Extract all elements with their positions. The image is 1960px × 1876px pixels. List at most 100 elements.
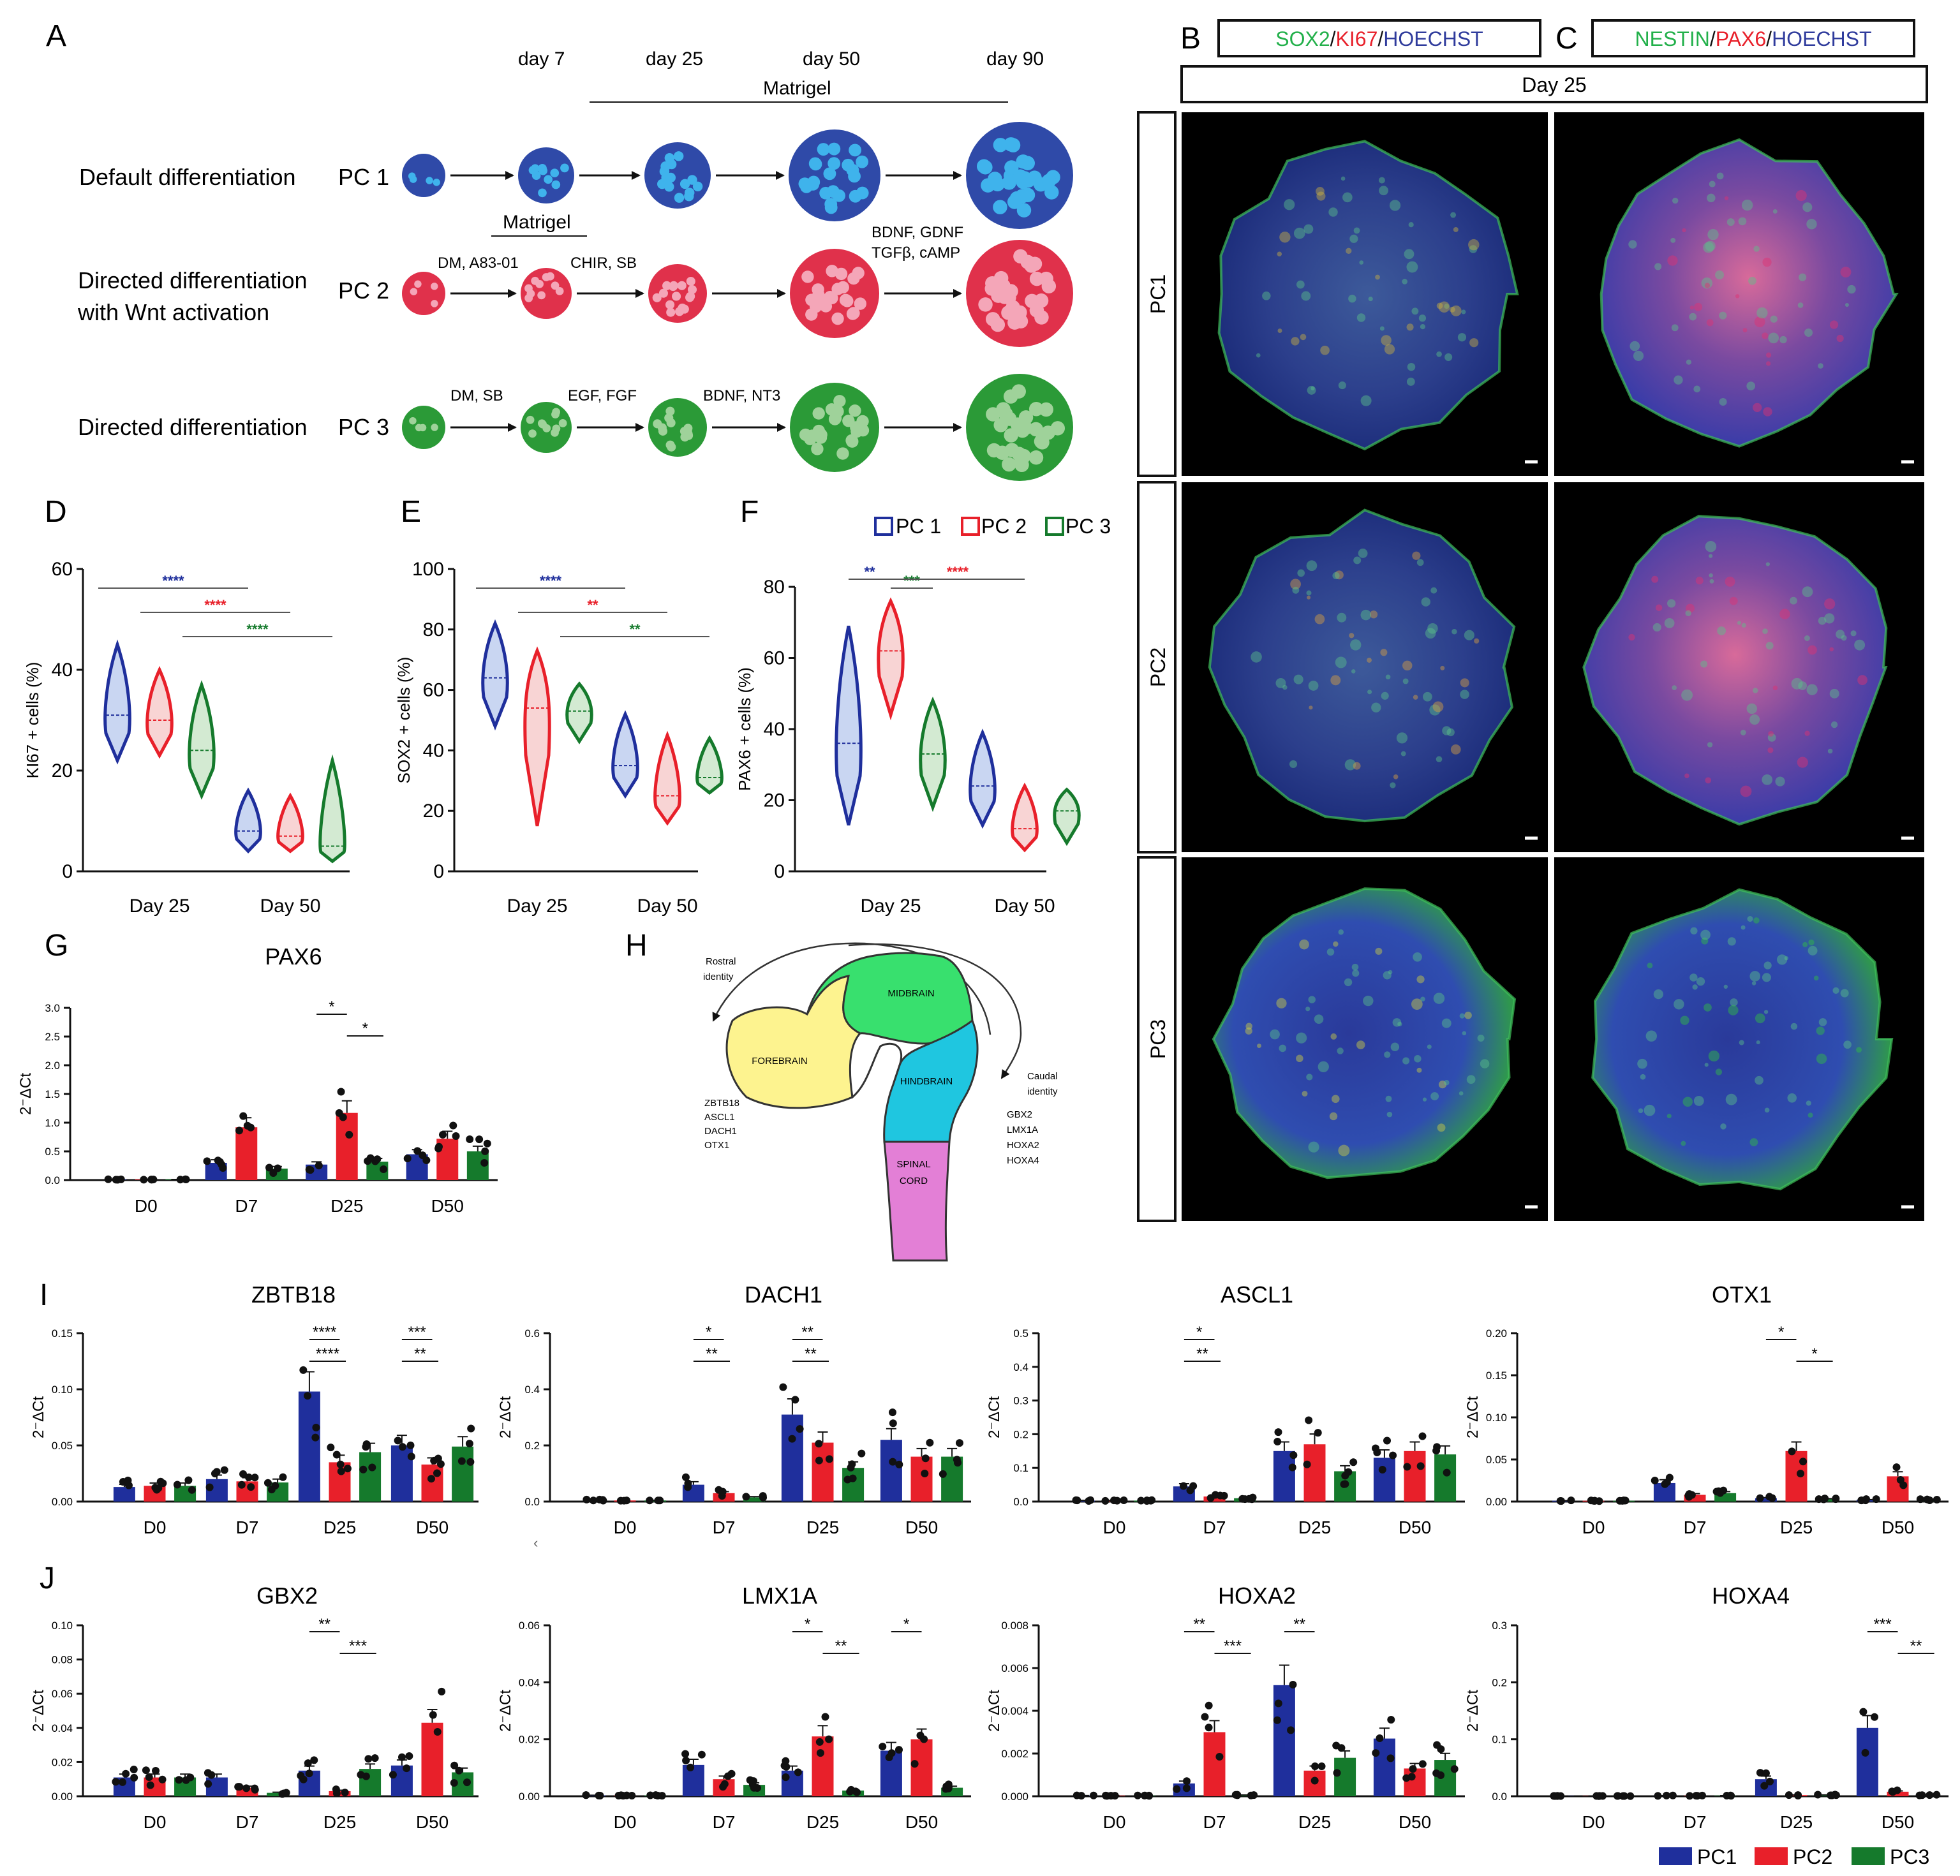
data-point [1247, 1791, 1255, 1799]
cell-signal [1672, 685, 1677, 690]
cell-signal [1753, 403, 1762, 413]
data-point [1590, 1496, 1598, 1505]
organoid-cell [833, 395, 846, 408]
organoid-cell [679, 179, 690, 189]
organoid-cell [849, 144, 862, 157]
cell-signal [1469, 338, 1479, 348]
significance-stars: ** [629, 621, 641, 637]
organoid [648, 398, 707, 457]
x-tick-label: D7 [1203, 1518, 1226, 1537]
data-point [380, 1165, 388, 1174]
data-point [337, 1467, 345, 1475]
chart-d: 0 20 40 60 KI67 + cells (%) Day 25 Day 50 **** *… [23, 559, 350, 917]
cell-signal [1416, 559, 1424, 566]
y-tick-label: 0.02 [52, 1756, 73, 1768]
organoid-cell [819, 300, 833, 313]
data-point [475, 1135, 484, 1144]
data-point [1651, 1477, 1659, 1485]
data-point [457, 1457, 466, 1465]
cell-signal [1767, 733, 1776, 742]
cell-signal [1308, 1141, 1319, 1153]
data-point [939, 1470, 947, 1478]
data-point [753, 1784, 761, 1792]
data-point [889, 1458, 897, 1466]
data-point [265, 1163, 274, 1172]
significance-stars: ** [835, 1637, 847, 1655]
cell-signal [1421, 597, 1430, 607]
organoid-cell [665, 406, 675, 416]
cell-signal [1436, 351, 1442, 357]
organoid-cell [537, 291, 546, 300]
y-axis-label: 2⁻ΔCt [986, 1690, 1003, 1732]
cell-signal [1741, 199, 1753, 211]
cell-signal [1474, 638, 1480, 644]
bar-pc2 [421, 1464, 443, 1502]
row-label: PC2 [1147, 647, 1169, 687]
cell-signal [1245, 1023, 1252, 1030]
organoid-cell [544, 175, 553, 184]
x-tick-label: D50 [416, 1518, 449, 1537]
cell-signal [1406, 261, 1418, 273]
data-point [1861, 1748, 1869, 1757]
data-point [299, 1366, 308, 1374]
data-point [1620, 1792, 1628, 1800]
y-tick-label: 0.2 [1492, 1676, 1507, 1688]
y-tick-label: 0.00 [52, 1791, 73, 1803]
cell-signal [1297, 569, 1305, 577]
legend-swatch [1852, 1847, 1885, 1865]
data-point [235, 1126, 244, 1135]
data-point [341, 1789, 349, 1797]
data-point [791, 1396, 799, 1404]
data-point [953, 1456, 961, 1464]
organoid-cell [849, 189, 862, 203]
cell-signal [1730, 998, 1738, 1007]
chart-title: GBX2 [256, 1583, 318, 1609]
x-tick-label: D0 [1103, 1518, 1126, 1537]
data-point [658, 1792, 666, 1800]
data-point [373, 1155, 382, 1163]
y-tick-label: 0.4 [524, 1384, 540, 1396]
cell-signal [1695, 577, 1704, 585]
data-point [1418, 1432, 1427, 1440]
gene-label: LMX1A [1007, 1125, 1038, 1135]
chart-title: LMX1A [742, 1583, 817, 1609]
cell-signal [1709, 181, 1716, 188]
data-point [204, 1769, 212, 1777]
x-tick-label: D25 [806, 1812, 839, 1832]
x-tick-label: D7 [713, 1812, 736, 1832]
bar-pc1 [1273, 1451, 1295, 1502]
cell-signal [1741, 623, 1746, 628]
data-point [1685, 1493, 1693, 1501]
cell-signal [1276, 998, 1287, 1008]
organoid-cell [1009, 191, 1025, 206]
organoid-cell [836, 447, 849, 460]
organoid-cell [1016, 154, 1030, 169]
day-label: day 25 [646, 48, 703, 70]
cell-signal [1756, 1040, 1760, 1045]
cell-signal [1751, 981, 1756, 986]
cell-signal [1332, 572, 1340, 580]
organoid-cell [558, 419, 567, 427]
marker-hoechst: HOECHST [1772, 27, 1871, 50]
cell-signal [1406, 323, 1414, 331]
chart-title: HOXA2 [1218, 1583, 1296, 1609]
cell-signal [1775, 776, 1785, 787]
data-point [480, 1159, 489, 1167]
data-point [466, 1135, 474, 1144]
cell-signal [1407, 362, 1416, 371]
data-point [1147, 1496, 1155, 1505]
cell-signal [1701, 277, 1713, 289]
data-point [759, 1492, 767, 1500]
data-point [1557, 1792, 1565, 1800]
rostral-arrow [712, 942, 991, 1035]
cell-signal [1359, 260, 1364, 265]
significance-stars: * [1196, 1324, 1202, 1341]
cell-signal [1442, 726, 1451, 735]
cell-signal [1818, 363, 1823, 369]
data-point [182, 1175, 190, 1183]
cell-signal [1700, 929, 1711, 940]
organoid-cell [1006, 138, 1021, 152]
data-point [438, 1130, 447, 1139]
cell-signal [1363, 995, 1374, 1007]
